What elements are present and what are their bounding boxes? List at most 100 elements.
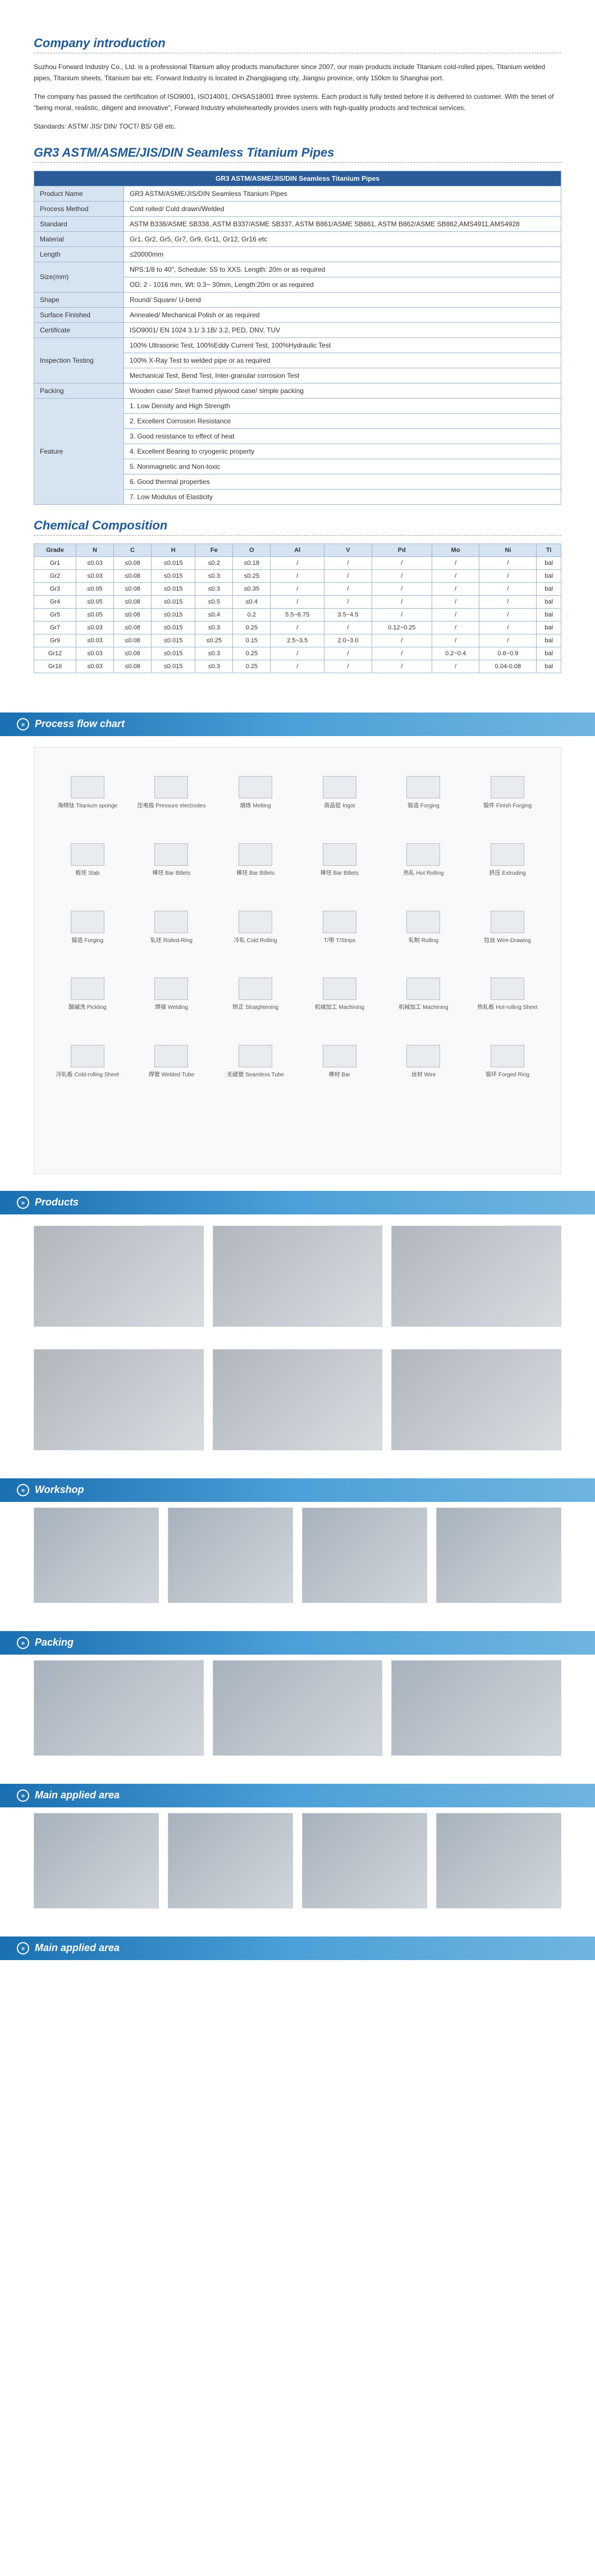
flow-node: 热轧 Hot Rolling [387, 832, 460, 888]
packing-row [0, 1655, 595, 1767]
packing-label: Packing [35, 1637, 74, 1648]
comp-cell: / [271, 647, 324, 660]
spec-label: Certificate [34, 322, 124, 337]
comp-cell: / [479, 595, 537, 608]
spec-value: 6. Good thermal properties [124, 474, 561, 489]
comp-cell: bal [537, 608, 561, 621]
comp-header-cell: Al [271, 543, 324, 556]
flow-node: 矫正 Straightening [219, 966, 292, 1022]
comp-cell: ≤0.08 [114, 634, 152, 647]
flow-node: 锻造 Forging [387, 765, 460, 821]
comp-cell: / [372, 660, 432, 673]
comp-cell: 2.5~3.5 [271, 634, 324, 647]
comp-cell: ≤0.03 [76, 556, 114, 569]
comp-cell: / [271, 582, 324, 595]
flow-node: 锻造 Forging [51, 899, 124, 955]
comp-cell: ≤0.015 [152, 660, 195, 673]
comp-cell: / [432, 608, 479, 621]
chevron-icon: » [17, 1637, 29, 1649]
comp-cell: / [479, 582, 537, 595]
comp-header-cell: Grade [34, 543, 76, 556]
flow-node: 熔炼 Melting [219, 765, 292, 821]
comp-cell: ≤0.3 [195, 647, 233, 660]
comp-cell: Gr2 [34, 569, 76, 582]
applied-area-label: Main applied area [35, 1789, 120, 1801]
workshop-image [436, 1508, 561, 1603]
comp-cell: / [324, 660, 372, 673]
spec-value: OD: 2 - 1016 mm, Wt: 0.3~ 30mm, Length:2… [124, 277, 561, 292]
flow-node: 棒坯 Bar Billets [219, 832, 292, 888]
comp-cell: ≤0.03 [76, 621, 114, 634]
comp-cell: / [432, 660, 479, 673]
comp-cell: 0.2 [233, 608, 271, 621]
product-image [34, 1226, 204, 1327]
spec-label: Size(mm) [34, 262, 124, 292]
flow-node: 焊管 Welded Tube [135, 1034, 208, 1090]
comp-cell: / [372, 647, 432, 660]
workshop-label: Workshop [35, 1484, 84, 1496]
comp-cell: / [324, 621, 372, 634]
comp-cell: / [324, 595, 372, 608]
comp-cell: ≤0.3 [195, 660, 233, 673]
flow-node: 机械加工 Machining [387, 966, 460, 1022]
comp-cell: / [432, 569, 479, 582]
comp-cell: ≤0.2 [195, 556, 233, 569]
comp-cell: ≤0.08 [114, 582, 152, 595]
flow-node: 焊接 Welding [135, 966, 208, 1022]
comp-cell: 3.5~4.5 [324, 608, 372, 621]
workshop-banner: » Workshop [0, 1478, 595, 1502]
comp-cell: 0.15 [233, 634, 271, 647]
comp-cell: ≤0.4 [233, 595, 271, 608]
applied-area-banner-1: » Main applied area [0, 1784, 595, 1807]
products-row-2 [0, 1338, 595, 1461]
spec-value: 5. Nonmagnetic and Non-toxic [124, 459, 561, 474]
comp-cell: / [372, 634, 432, 647]
comp-cell: / [479, 608, 537, 621]
spec-label: Material [34, 231, 124, 246]
comp-cell: ≤0.5 [195, 595, 233, 608]
comp-cell: ≤0.25 [233, 569, 271, 582]
comp-cell: / [271, 595, 324, 608]
spec-label: Shape [34, 292, 124, 307]
chevron-icon: » [17, 1196, 29, 1209]
comp-cell: ≤0.08 [114, 556, 152, 569]
spec-value: ASTM B338/ASME SB338, ASTM B337/ASME SB3… [124, 216, 561, 231]
spec-value: 100% Ultrasonic Test, 100%Eddy Current T… [124, 337, 561, 353]
applied-image [436, 1813, 561, 1908]
comp-cell: / [479, 569, 537, 582]
comp-header-cell: Ni [479, 543, 537, 556]
spec-label: Process Method [34, 201, 124, 216]
comp-cell: ≤0.015 [152, 608, 195, 621]
spec-value: GR3 ASTM/ASME/JIS/DIN Seamless Titanium … [124, 186, 561, 201]
products-row-1 [0, 1214, 595, 1338]
comp-cell: ≤0.08 [114, 569, 152, 582]
chevron-icon: » [17, 1942, 29, 1954]
flow-node: 商品锭 Ingot [303, 765, 376, 821]
applied-image [302, 1813, 427, 1908]
product-image [391, 1349, 561, 1450]
spec-table: GR3 ASTM/ASME/JIS/DIN Seamless Titanium … [34, 171, 561, 505]
comp-cell: / [324, 647, 372, 660]
comp-cell: ≤0.3 [195, 621, 233, 634]
comp-cell: bal [537, 647, 561, 660]
comp-cell: 2.0~3.0 [324, 634, 372, 647]
comp-cell: bal [537, 634, 561, 647]
comp-cell: ≤0.03 [76, 647, 114, 660]
spec-value: Round/ Square/ U-bend [124, 292, 561, 307]
comp-cell: 0.6~0.9 [479, 647, 537, 660]
comp-cell: / [432, 556, 479, 569]
chevron-icon: » [17, 718, 29, 730]
flow-node: 冷轧 Cold Rolling [219, 899, 292, 955]
comp-cell: Gr4 [34, 595, 76, 608]
comp-cell: ≤0.015 [152, 621, 195, 634]
comp-cell: bal [537, 556, 561, 569]
company-intro-title: Company introduction [34, 36, 561, 53]
packing-image [34, 1660, 204, 1756]
comp-cell: ≤0.08 [114, 608, 152, 621]
spec-label: Surface Finished [34, 307, 124, 322]
comp-header-cell: Pd [372, 543, 432, 556]
comp-cell: ≤0.08 [114, 660, 152, 673]
spec-value: ISO9001/ EN 1024 3.1/ 3.1B/ 3.2, PED, DN… [124, 322, 561, 337]
spec-value: 100% X-Ray Test to welded pipe or as req… [124, 353, 561, 368]
flow-node: 无缝管 Seamless Tube [219, 1034, 292, 1090]
